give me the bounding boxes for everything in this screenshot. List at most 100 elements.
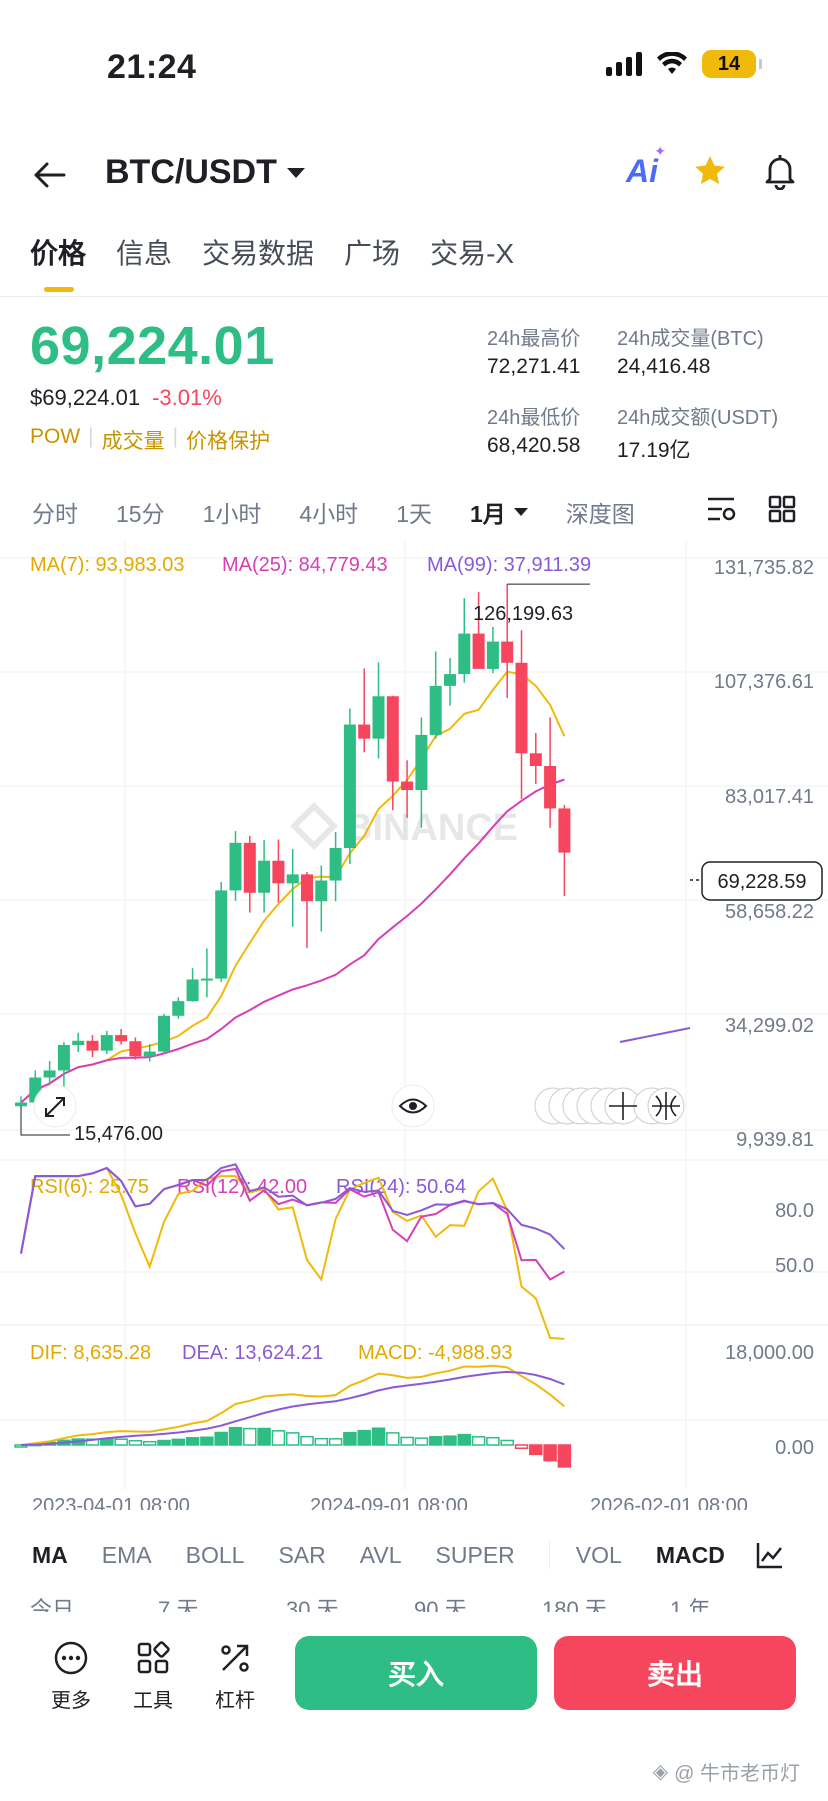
more-button[interactable]: 更多 — [36, 1638, 106, 1713]
indicator-avl[interactable]: AVL — [359, 1541, 402, 1568]
pair-selector[interactable]: BTC/USDT — [105, 153, 305, 192]
leverage-button[interactable]: 杠杆 — [200, 1638, 270, 1713]
candle-body — [158, 1015, 170, 1052]
candle-body — [72, 1040, 85, 1046]
candle-body — [472, 633, 485, 669]
action-bar: 更多 工具 杠杆 买入 卖出 — [0, 1620, 828, 1740]
ma25-line — [20, 778, 565, 1104]
tab-price[interactable]: 价格 — [30, 232, 86, 292]
range-7d[interactable]: 7 天 — [158, 1597, 199, 1612]
bell-alert-icon[interactable] — [762, 152, 798, 190]
indicator-settings-icon[interactable] — [755, 1540, 785, 1570]
macd-histogram-bar — [500, 1439, 514, 1446]
tools-button[interactable]: 工具 — [118, 1638, 188, 1713]
ma99-line — [619, 1027, 691, 1043]
visibility-toggle-button[interactable] — [391, 1084, 435, 1128]
tab-trading-data[interactable]: 交易数据 — [202, 238, 315, 269]
macd-histogram-bar — [171, 1438, 186, 1446]
interval-selector: 分时 15分 1小时 4小时 1天 1月 深度图 — [32, 495, 673, 529]
candlestick-chart[interactable]: MA(7): 93,983.03 MA(25): 84,779.43 MA(99… — [0, 540, 828, 1510]
macd-histogram-bar — [514, 1444, 529, 1449]
macd-histogram-bar — [314, 1437, 329, 1446]
indicator-ema[interactable]: EMA — [101, 1541, 152, 1568]
tab-trade-x[interactable]: 交易-X — [430, 238, 515, 269]
stat-low: 24h最低价 68,420.58 — [487, 407, 581, 457]
price-axis-label: 9,939.81 — [736, 1129, 814, 1151]
tag-volume[interactable]: 成交量 — [101, 430, 165, 453]
news-event-markers[interactable] — [534, 1087, 685, 1125]
tag-price-protection[interactable]: 价格保护 — [186, 430, 271, 453]
chart-grid — [0, 540, 828, 1490]
indicator-sar[interactable]: SAR — [278, 1541, 326, 1568]
candle-body — [329, 848, 342, 881]
candle-body — [515, 662, 528, 754]
interval-4h[interactable]: 4小时 — [299, 501, 359, 527]
range-1y[interactable]: 1 年 — [670, 1597, 711, 1612]
tab-square[interactable]: 广场 — [344, 238, 401, 269]
dif-line — [20, 1364, 566, 1446]
stat-high: 24h最高价 72,271.41 — [487, 328, 581, 378]
star-favorite-icon[interactable] — [692, 153, 728, 189]
indicator-ma[interactable]: MA — [32, 1541, 68, 1568]
price-axis-label: 131,735.82 — [714, 557, 814, 579]
macd-histogram-bar — [114, 1438, 128, 1446]
sell-button[interactable]: 卖出 — [554, 1636, 796, 1710]
chart-settings-icon[interactable] — [706, 495, 736, 523]
macd-histogram-bar — [414, 1437, 429, 1446]
macd-histogram-bar — [428, 1435, 443, 1446]
tag-pow[interactable]: POW — [30, 425, 81, 448]
macd-histogram-bar — [271, 1430, 286, 1446]
indicator-super[interactable]: SUPER — [435, 1541, 515, 1568]
binance-watermark: BINANCE — [289, 801, 518, 851]
candle-body — [301, 874, 313, 902]
more-dots-icon — [54, 1641, 88, 1675]
price-axis-label: 34,299.02 — [725, 1015, 814, 1037]
candle-body — [129, 1041, 142, 1057]
grid-layout-icon[interactable] — [768, 495, 796, 523]
indicator-macd[interactable]: MACD — [655, 1541, 725, 1568]
indicator-boll[interactable]: BOLL — [185, 1541, 245, 1568]
indicator-vol[interactable]: VOL — [575, 1541, 622, 1568]
candle-body — [15, 1102, 27, 1107]
svg-text:BINANCE: BINANCE — [345, 807, 518, 849]
top-nav: BTC/USDT Ai — [0, 140, 828, 210]
expand-chart-button[interactable] — [33, 1084, 77, 1128]
macd-histogram-bar — [529, 1444, 543, 1456]
interval-timeshare[interactable]: 分时 — [32, 501, 78, 527]
chevron-down-icon — [513, 508, 528, 516]
candle-body — [86, 1040, 99, 1051]
range-30d[interactable]: 30 天 — [286, 1597, 339, 1612]
range-today[interactable]: 今日 — [30, 1597, 75, 1612]
eye-icon — [398, 1098, 428, 1114]
macd-histogram-bar — [386, 1432, 400, 1446]
tab-info[interactable]: 信息 — [116, 238, 173, 269]
interval-1h[interactable]: 1小时 — [202, 501, 262, 527]
candle-body — [186, 979, 199, 1002]
macd-histogram-bar — [543, 1444, 557, 1462]
rsi6-label: RSI(6): 25.75 — [30, 1176, 149, 1198]
weibo-icon: ◈ — [652, 1761, 669, 1783]
back-arrow-icon[interactable] — [30, 155, 70, 195]
candle-body — [386, 696, 399, 782]
battery-indicator: 14 — [702, 50, 762, 78]
range-180d[interactable]: 180 天 — [542, 1597, 607, 1612]
candle-body — [43, 1070, 56, 1078]
candle-body — [429, 685, 442, 735]
status-icons: 14 — [606, 50, 762, 78]
candle-body — [343, 724, 356, 849]
chevron-down-icon — [286, 167, 305, 178]
macd-histogram-bar — [357, 1429, 371, 1446]
macd-histogram-bar — [157, 1439, 171, 1446]
depth-chart-tab[interactable]: 深度图 — [565, 501, 635, 527]
interval-1d[interactable]: 1天 — [396, 501, 432, 527]
range-90d[interactable]: 90 天 — [414, 1597, 467, 1612]
price-summary: 69,224.01 $69,224.01 -3.01% POW | 成交量 | … — [30, 315, 275, 455]
nav-actions: Ai — [626, 143, 798, 190]
last-price: 69,224.01 — [30, 316, 275, 376]
candle-body — [258, 860, 271, 893]
ai-assistant-icon[interactable]: Ai — [626, 143, 666, 190]
interval-1m-selected[interactable]: 1月 — [470, 495, 528, 529]
interval-15m[interactable]: 15分 — [116, 501, 165, 527]
candle-body — [272, 860, 285, 884]
buy-button[interactable]: 买入 — [295, 1636, 537, 1710]
